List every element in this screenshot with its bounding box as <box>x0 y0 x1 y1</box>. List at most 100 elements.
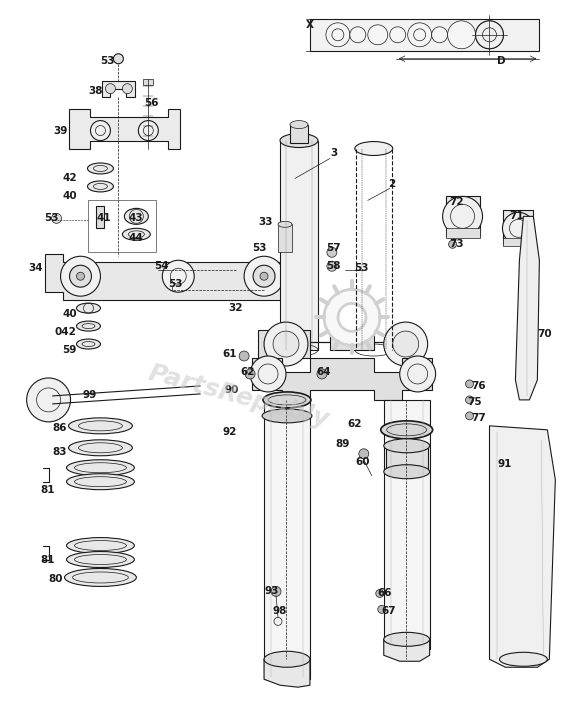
Text: 80: 80 <box>49 575 63 585</box>
Circle shape <box>90 120 110 141</box>
Circle shape <box>378 606 386 614</box>
Circle shape <box>61 256 101 296</box>
Text: 59: 59 <box>62 345 77 355</box>
Circle shape <box>27 378 70 422</box>
Ellipse shape <box>381 421 433 439</box>
Circle shape <box>475 21 503 49</box>
Circle shape <box>264 322 308 366</box>
Text: 57: 57 <box>326 243 341 253</box>
Circle shape <box>260 273 268 280</box>
Text: 53: 53 <box>252 243 266 253</box>
Circle shape <box>368 25 388 45</box>
Polygon shape <box>252 358 432 400</box>
Bar <box>278 224 292 252</box>
Ellipse shape <box>65 568 136 586</box>
Text: 34: 34 <box>28 263 43 273</box>
Text: 77: 77 <box>471 413 486 423</box>
Polygon shape <box>446 196 479 236</box>
Ellipse shape <box>66 538 135 554</box>
Text: 43: 43 <box>128 213 143 224</box>
Polygon shape <box>102 81 135 97</box>
Circle shape <box>324 289 380 345</box>
Circle shape <box>327 261 337 271</box>
Polygon shape <box>69 109 180 149</box>
Ellipse shape <box>77 321 101 331</box>
Text: 3: 3 <box>330 148 337 157</box>
Circle shape <box>52 213 61 224</box>
Bar <box>97 206 105 229</box>
Circle shape <box>384 322 428 366</box>
Circle shape <box>273 331 299 357</box>
Polygon shape <box>44 255 314 300</box>
Ellipse shape <box>290 120 308 128</box>
Circle shape <box>326 23 350 47</box>
Text: 53: 53 <box>44 213 59 224</box>
Text: 81: 81 <box>40 485 55 495</box>
Circle shape <box>271 586 281 596</box>
Text: 70: 70 <box>537 329 552 339</box>
Text: 73: 73 <box>450 239 464 249</box>
Text: 62: 62 <box>240 367 254 377</box>
Ellipse shape <box>262 409 312 423</box>
Bar <box>446 229 479 239</box>
Circle shape <box>390 27 406 43</box>
Ellipse shape <box>77 339 101 349</box>
Text: 76: 76 <box>471 381 486 391</box>
Circle shape <box>376 590 384 598</box>
Text: 042: 042 <box>55 327 77 337</box>
Circle shape <box>69 265 91 287</box>
Text: 66: 66 <box>378 588 392 598</box>
Ellipse shape <box>87 163 114 174</box>
Ellipse shape <box>280 133 318 148</box>
Bar <box>264 400 310 679</box>
Ellipse shape <box>66 552 135 567</box>
Ellipse shape <box>66 474 135 490</box>
Text: 71: 71 <box>509 211 524 221</box>
Circle shape <box>475 21 503 49</box>
Bar <box>89 200 156 252</box>
Text: 53: 53 <box>354 263 368 273</box>
Polygon shape <box>515 216 540 400</box>
Text: 53: 53 <box>101 56 115 66</box>
Circle shape <box>77 273 85 280</box>
Text: 40: 40 <box>62 309 77 319</box>
Text: PartsRepubly: PartsRepubly <box>145 360 332 432</box>
Text: 67: 67 <box>382 606 396 616</box>
Ellipse shape <box>499 653 548 666</box>
Ellipse shape <box>384 632 429 646</box>
Polygon shape <box>386 446 428 472</box>
Bar <box>503 239 533 247</box>
Text: 99: 99 <box>82 390 97 400</box>
Text: 64: 64 <box>316 367 331 377</box>
Text: 86: 86 <box>53 423 67 433</box>
Circle shape <box>466 380 474 388</box>
Text: 83: 83 <box>53 447 67 457</box>
Text: 33: 33 <box>258 217 273 227</box>
Text: 40: 40 <box>62 191 77 201</box>
Text: 81: 81 <box>40 554 55 565</box>
Ellipse shape <box>69 418 132 434</box>
Bar <box>280 141 318 350</box>
Ellipse shape <box>384 465 429 479</box>
Ellipse shape <box>355 141 392 156</box>
Ellipse shape <box>263 392 311 408</box>
Circle shape <box>239 351 249 361</box>
Ellipse shape <box>124 208 148 224</box>
Bar <box>384 400 429 650</box>
Ellipse shape <box>122 229 151 240</box>
Circle shape <box>245 369 255 379</box>
Circle shape <box>139 120 158 141</box>
Ellipse shape <box>264 651 310 667</box>
Ellipse shape <box>77 303 101 313</box>
Text: 44: 44 <box>128 234 143 243</box>
Text: 42: 42 <box>62 174 77 183</box>
Circle shape <box>466 396 474 404</box>
Text: 32: 32 <box>228 303 243 313</box>
Text: 60: 60 <box>356 456 370 466</box>
Bar <box>310 19 540 50</box>
Text: 58: 58 <box>326 261 340 271</box>
Text: 90: 90 <box>224 385 239 395</box>
Circle shape <box>400 356 436 392</box>
Text: 98: 98 <box>272 606 286 616</box>
Circle shape <box>122 84 132 94</box>
